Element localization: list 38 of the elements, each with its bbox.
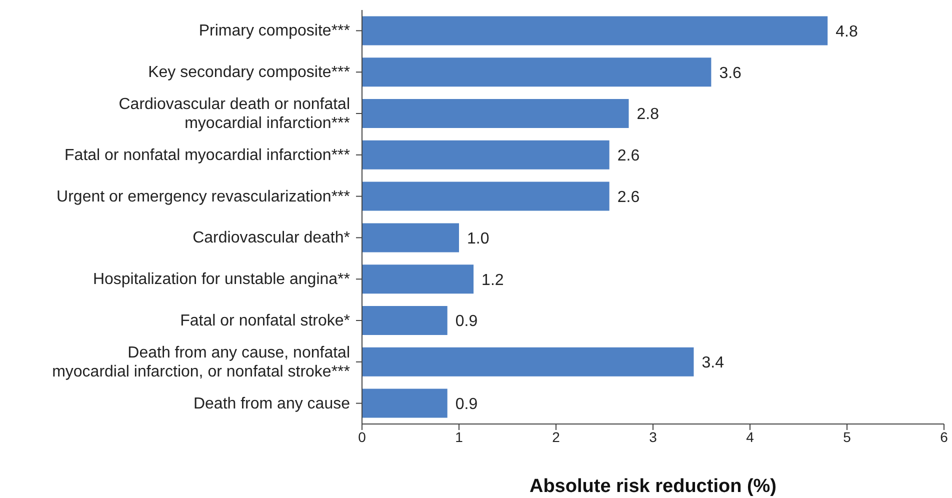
y-tick-label: Death from any cause (193, 394, 350, 412)
data-label: 2.6 (617, 148, 640, 165)
x-axis-title: Absolute risk reduction (%) (529, 476, 777, 497)
x-tick-label: 2 (552, 428, 560, 445)
data-label: 3.6 (719, 64, 742, 82)
y-tick-label: Cardiovascular death or nonfatal myocardial infarction*** (118, 96, 350, 132)
y-tick-label: Urgent or emergency revascularization*** (56, 188, 350, 205)
bar (362, 223, 459, 252)
data-label: 4.8 (836, 23, 858, 40)
y-tick-label: Primary composite*** (198, 22, 350, 40)
y-tick-label: Cardiovascular death* (192, 229, 350, 246)
y-tick-label: Fatal or nonfatal myocardial infarction*** (64, 146, 350, 164)
data-label: 0.9 (455, 313, 478, 330)
bar (362, 347, 694, 376)
data-label: 0.9 (455, 396, 478, 413)
bar (362, 140, 610, 170)
y-tick-label: Key secondary composite*** (148, 64, 350, 81)
bar (362, 182, 610, 211)
x-tick-label: 5 (843, 428, 852, 445)
x-tick-label: 1 (455, 428, 464, 445)
data-label: 1.0 (467, 230, 490, 248)
data-label: 1.2 (482, 272, 504, 289)
y-tick-label: Fatal or nonfatal stroke* (180, 312, 350, 329)
data-label: 2.6 (617, 188, 640, 206)
x-tick-label: 4 (746, 428, 754, 445)
x-tick-label: 0 (358, 428, 366, 445)
x-tick-label: 3 (649, 428, 658, 445)
bar (362, 58, 712, 87)
y-tick-label: Hospitalization for unstable angina** (92, 270, 350, 288)
bar (362, 16, 828, 46)
bar (362, 99, 629, 128)
bar (362, 388, 448, 418)
bar (362, 306, 448, 336)
x-tick-label: 6 (940, 428, 948, 445)
data-label: 3.4 (702, 354, 724, 372)
bar (362, 264, 474, 294)
y-tick-label: Death from any cause, nonfatal myocardial infarction, or nonfatal stroke*** (52, 344, 350, 380)
data-label: 2.8 (636, 106, 660, 124)
